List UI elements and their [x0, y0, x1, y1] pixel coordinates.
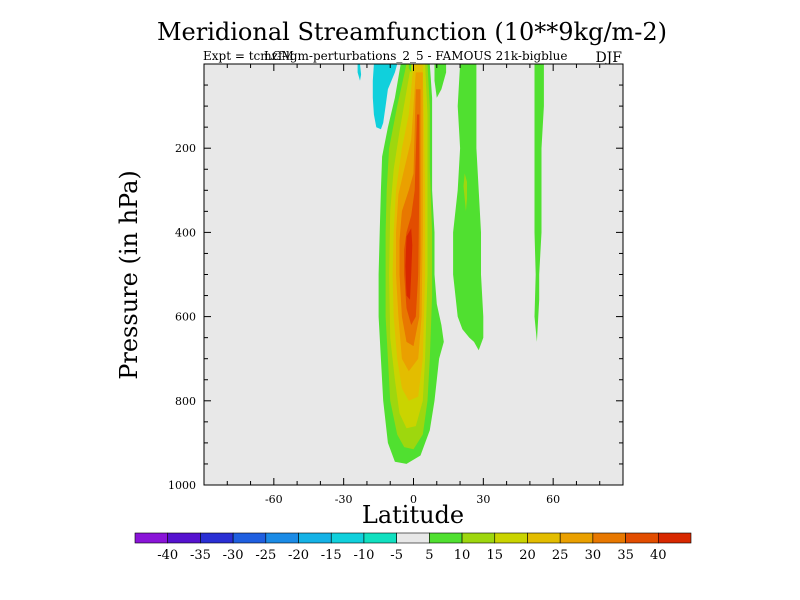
chart-subtitle: Expt = tcmzf-lgm-perturbations_2_5 - FAM… [203, 49, 568, 63]
contour-region-10 [534, 64, 544, 342]
colorbar-swatch [559, 532, 594, 544]
colorbar-label: -15 [321, 548, 342, 563]
x-tick-label: 60 [546, 493, 560, 506]
colorbar-label: 25 [552, 548, 569, 563]
x-tick-label: -30 [335, 493, 353, 506]
colorbar-swatch [625, 532, 659, 544]
colorbar-swatch [592, 532, 626, 544]
colorbar-label: 15 [486, 548, 503, 563]
colorbar-swatch [330, 532, 365, 544]
y-tick-label: 800 [175, 395, 196, 408]
x-tick-label: -60 [265, 493, 283, 506]
colorbar-swatch [200, 532, 234, 544]
contour-region-9 [463, 173, 467, 212]
contour-regions [357, 64, 544, 464]
y-axis-label: Pressure (in hPa) [115, 170, 143, 380]
colorbar-swatch [494, 532, 528, 544]
colorbar-label: -35 [190, 548, 211, 563]
colorbar-label: -5 [390, 548, 403, 563]
colorbar-swatch [232, 532, 267, 544]
contour-region-8 [453, 64, 484, 351]
colorbar-label: 10 [454, 548, 471, 563]
colorbar-swatch [657, 532, 692, 544]
chart-subtitle-overlay: LGM [264, 49, 294, 63]
colorbar-swatch [527, 532, 561, 544]
colorbar-label: -40 [157, 548, 178, 563]
colorbar-label: 20 [519, 548, 536, 563]
colorbar-swatch [134, 532, 169, 544]
y-tick-label: 400 [175, 226, 196, 239]
colorbar-label: -20 [288, 548, 309, 563]
colorbar-swatch [265, 532, 299, 544]
y-tick-label: 1000 [168, 479, 196, 492]
x-tick-label: 0 [410, 493, 417, 506]
colorbar-label: -10 [353, 548, 374, 563]
colorbar-label: 30 [585, 548, 602, 563]
x-axis-label: Latitude [362, 501, 464, 529]
colorbar-swatch [461, 532, 496, 544]
contour-region-11 [372, 64, 398, 130]
colorbar-label: 35 [617, 548, 634, 563]
colorbar-swatch [396, 532, 430, 544]
contour-region-7 [405, 228, 413, 300]
season-label: DJF [595, 50, 622, 66]
chart-title: Meridional Streamfunction (10**9kg/m-2) [157, 18, 667, 46]
colorbar-label: 5 [425, 548, 433, 563]
y-tick-label: 200 [175, 142, 196, 155]
axis-ticks: -60 -30 0 30 60 200 400 600 800 1000 [168, 64, 623, 506]
colorbar-swatch [298, 532, 332, 544]
contour-region-13 [408, 64, 412, 73]
colorbar-label: -30 [223, 548, 244, 563]
y-tick-label: 600 [175, 311, 196, 324]
colorbar-swatch [429, 532, 463, 544]
colorbar-label: 40 [650, 548, 667, 563]
colorbar: -40 -35 -30 -25 -20 -15 -10 -5 5 10 15 20 25 30 35 40 [134, 532, 692, 563]
colorbar-swatch [167, 532, 201, 544]
x-tick-label: 30 [476, 493, 490, 506]
colorbar-swatch [363, 532, 397, 544]
colorbar-label: -25 [255, 548, 276, 563]
contour-region-14 [434, 64, 447, 98]
contour-region-12 [357, 64, 362, 81]
